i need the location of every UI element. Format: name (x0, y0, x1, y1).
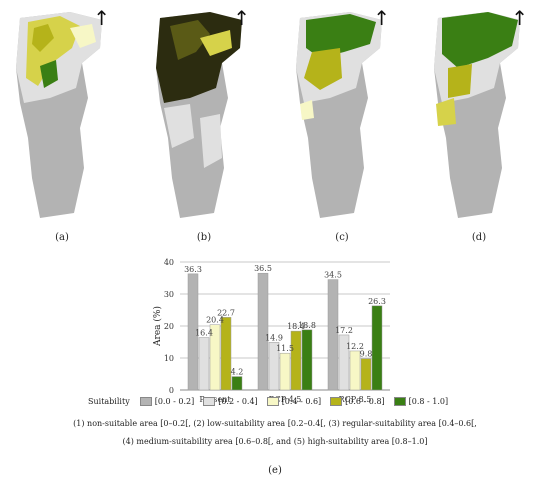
bar (279, 352, 291, 391)
legend-swatch-3 (330, 397, 343, 406)
north-arrow-icon: ↑ (511, 6, 528, 30)
legend-label: [0.6 - 0.8] (345, 397, 385, 406)
y-tick-label: 40 (164, 258, 174, 267)
chart-legend: Suitability [0.0 - 0.2] [0.2 - 0.4] [0.4… (88, 397, 457, 406)
y-axis-title: Area (%) (152, 306, 163, 347)
bar (290, 330, 302, 391)
x-tick-label: Present (199, 395, 231, 404)
north-arrow-icon: ↑ (373, 6, 390, 30)
map-panel-d: ↑ (428, 8, 528, 223)
legend-item: [0.2 - 0.4] (203, 397, 258, 406)
panel-label-d: (d) (471, 232, 487, 243)
legend-item: [0.0 - 0.2] (139, 397, 195, 406)
data-label: 17.2 (335, 326, 353, 335)
bar (198, 337, 210, 391)
map-panel-b: ↑ (150, 8, 250, 223)
legend-title: Suitability (88, 397, 130, 406)
legend-swatch-2 (266, 397, 279, 406)
caption-note-line-2: (4) medium-suitability area [0.6–0.8[, a… (122, 437, 428, 446)
bar (327, 279, 339, 391)
bar (268, 342, 280, 391)
legend-label: [0.8 - 1.0] (408, 397, 449, 406)
data-label: 11.5 (276, 344, 294, 353)
bar (209, 324, 221, 391)
data-label: 22.7 (217, 308, 235, 317)
bar (231, 376, 243, 391)
bar (301, 329, 313, 391)
panel-label-a: (a) (55, 232, 69, 243)
data-label: 14.9 (265, 333, 283, 342)
caption-note-line-1: (1) non-suitable area [0–0.2[, (2) low-s… (73, 419, 477, 428)
legend-item: [0.6 - 0.8] (330, 397, 385, 406)
bar (360, 358, 372, 391)
data-label: 16.4 (195, 329, 213, 338)
data-label: 18.8 (298, 321, 316, 330)
x-tick-label: RCP 8.5 (339, 395, 372, 404)
panel-label-b: (b) (196, 232, 212, 243)
portugal-map-c (296, 12, 382, 218)
map-panel-a: ↑ (10, 8, 110, 223)
data-label: 20.4 (206, 316, 224, 325)
data-label: 12.2 (346, 342, 364, 351)
legend-label: [0.2 - 0.4] (218, 397, 258, 406)
axes: 0 10 20 30 40 Area (%) Present RCP 4.5 RCP 8.5 (152, 258, 371, 404)
data-label: 34.5 (324, 271, 342, 280)
legend-label: [0.0 - 0.2] (154, 397, 195, 406)
y-tick-label: 30 (164, 290, 174, 299)
panel-label-e: (e) (268, 465, 282, 476)
bars (187, 272, 383, 391)
legend-swatch-4 (393, 397, 406, 406)
data-label: 9.8 (360, 350, 373, 359)
bar (220, 317, 232, 391)
data-labels: 36.3 16.4 20.422.7 4.2 36.5 14.9 11.5 18.418.8 3… (184, 264, 386, 376)
legend-swatch-1 (203, 397, 216, 406)
map-panel-c: ↑ (290, 8, 390, 223)
bar (349, 350, 361, 391)
legend-item: [0.4 - 0.6] (266, 397, 322, 406)
data-label: 26.3 (368, 297, 386, 306)
bar (257, 272, 269, 391)
north-arrow-icon: ↑ (233, 6, 250, 30)
data-label: 18.4 (287, 322, 305, 331)
legend-swatch-0 (139, 397, 152, 406)
north-arrow-icon: ↑ (93, 6, 110, 30)
bar (371, 305, 383, 391)
legend-item: [0.8 - 1.0] (393, 397, 449, 406)
data-label: 4.2 (231, 368, 244, 377)
data-label: 36.3 (184, 265, 202, 274)
data-label: 36.5 (254, 264, 272, 273)
portugal-map-d (434, 12, 520, 218)
panel-label-c: (c) (335, 232, 349, 243)
bar (338, 334, 350, 391)
legend-label: [0.4 - 0.6] (281, 397, 322, 406)
y-tick-label: 0 (169, 386, 174, 395)
x-tick-label: RCP 4.5 (269, 395, 302, 404)
portugal-map-a (16, 12, 102, 218)
y-tick-label: 10 (164, 354, 174, 363)
bar (187, 273, 199, 391)
y-tick-label: 20 (164, 322, 174, 331)
portugal-map-b (156, 12, 242, 218)
suitability-bar-chart: 36.3 16.4 20.422.7 4.2 36.5 14.9 11.5 18.418.8 3… (152, 258, 390, 404)
